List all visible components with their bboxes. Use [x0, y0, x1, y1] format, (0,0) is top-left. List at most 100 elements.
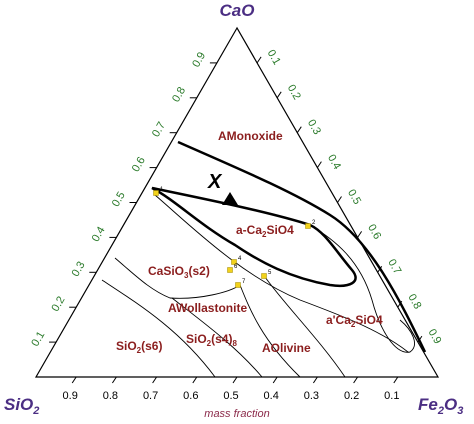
- tick-label: 0.5: [345, 187, 363, 206]
- point-label: 7: [242, 279, 246, 285]
- region-label: AMonoxide: [218, 129, 283, 143]
- tick-label: 0.3: [70, 260, 88, 279]
- tick-label: 0.8: [405, 292, 423, 311]
- boundary: [114, 257, 241, 299]
- text: (s2): [188, 264, 209, 278]
- point: [235, 282, 241, 288]
- sub: 2: [137, 346, 142, 355]
- boundary: [239, 284, 301, 378]
- point-label: 2: [312, 220, 316, 226]
- sub: 8: [232, 339, 237, 348]
- tick-label: 0.4: [90, 225, 108, 244]
- tick-mark: [397, 300, 403, 308]
- tick-mark: [256, 56, 262, 64]
- tick-mark: [71, 376, 77, 384]
- tick-mark: [272, 376, 278, 384]
- tick-label: 0.5: [223, 390, 238, 402]
- text: (s4): [211, 332, 232, 346]
- tick-label: 0.7: [150, 120, 168, 139]
- sub: 2: [262, 230, 267, 239]
- marker-label: X: [207, 171, 223, 193]
- tick-mark: [417, 335, 423, 343]
- text: O: [444, 395, 457, 414]
- corner-right: Fe2O3: [418, 395, 463, 417]
- tick-mark: [337, 196, 342, 203]
- text: a-Ca: [236, 223, 262, 237]
- axis-label: mass fraction: [204, 408, 269, 420]
- text: a'Ca: [326, 313, 351, 327]
- sub: 2: [437, 405, 444, 417]
- tick-label: 0.5: [110, 190, 128, 209]
- tick-label: 0.9: [190, 50, 208, 69]
- point: [261, 273, 267, 279]
- region-label: SiO2(s4)8: [186, 332, 237, 348]
- point-label: 4: [238, 256, 242, 262]
- sub: 3: [184, 271, 189, 280]
- tick-mark: [357, 231, 363, 238]
- tick-mark: [316, 161, 322, 168]
- point: [231, 259, 237, 265]
- boundary: [309, 224, 415, 353]
- tick-mark: [353, 376, 359, 384]
- region-label: AWollastonite: [168, 301, 247, 315]
- text: SiO: [186, 332, 207, 346]
- tick-label: 0.3: [305, 118, 323, 137]
- tick-mark: [152, 376, 158, 384]
- text: SiO: [4, 395, 33, 414]
- tick-label: 0.2: [344, 390, 359, 402]
- tick-label: 0.7: [385, 257, 403, 276]
- tick-label: 0.8: [103, 390, 118, 402]
- boundary: [264, 276, 346, 378]
- tick-label: 0.6: [365, 222, 383, 241]
- boundary-loop: [151, 186, 357, 287]
- tick-label: 0.1: [265, 48, 283, 67]
- tick-mark: [377, 266, 383, 273]
- text: SiO4: [355, 313, 383, 327]
- boundary: [101, 279, 216, 378]
- corner-left: SiO2: [4, 395, 39, 417]
- tick-mark: [393, 376, 399, 384]
- tick-mark: [276, 91, 282, 99]
- point: [227, 267, 233, 273]
- tick-label: 0.4: [264, 390, 279, 402]
- boundary-thick: [177, 140, 427, 353]
- tick-label: 0.8: [170, 85, 188, 104]
- tick-label: 0.4: [325, 152, 343, 171]
- tick-label: 0.1: [29, 329, 47, 348]
- text: (s6): [141, 339, 162, 353]
- point-label: 1: [160, 187, 164, 193]
- point: [153, 190, 159, 196]
- sub: 2: [32, 405, 39, 417]
- tick-mark: [111, 376, 117, 384]
- tick-label: 0.2: [285, 83, 303, 102]
- boundary: [154, 194, 409, 353]
- marker-triangle: [222, 192, 238, 205]
- tick-mark: [192, 376, 198, 384]
- tick-label: 0.9: [63, 390, 78, 402]
- text: Fe: [418, 395, 438, 414]
- tick-label: 0.9: [425, 327, 443, 346]
- text: AWollastonite: [168, 301, 247, 315]
- tick-label: 0.2: [49, 295, 67, 314]
- sub: 2: [207, 339, 212, 348]
- text: SiO4: [266, 223, 294, 237]
- tick-label: 0.1: [384, 390, 399, 402]
- tick-label: 0.3: [304, 390, 319, 402]
- boundary: [171, 297, 263, 378]
- region-label: AOlivine: [262, 341, 311, 355]
- region-label: CaSiO3(s2): [148, 264, 210, 280]
- sub: 3: [457, 405, 463, 417]
- tick-mark: [296, 126, 302, 133]
- region-label: a'Ca2SiO4: [326, 313, 383, 329]
- text: AOlivine: [262, 341, 311, 355]
- tick-label: 0.6: [183, 390, 198, 402]
- tick-label: 0.6: [130, 155, 148, 174]
- region-label: SiO2(s6): [116, 339, 162, 355]
- tick-mark: [312, 376, 318, 384]
- text: AMonoxide: [218, 129, 283, 143]
- point-label: 6: [234, 264, 238, 270]
- corner-top: CaO: [220, 1, 255, 20]
- text: CaSiO: [148, 264, 184, 278]
- point: [305, 223, 311, 229]
